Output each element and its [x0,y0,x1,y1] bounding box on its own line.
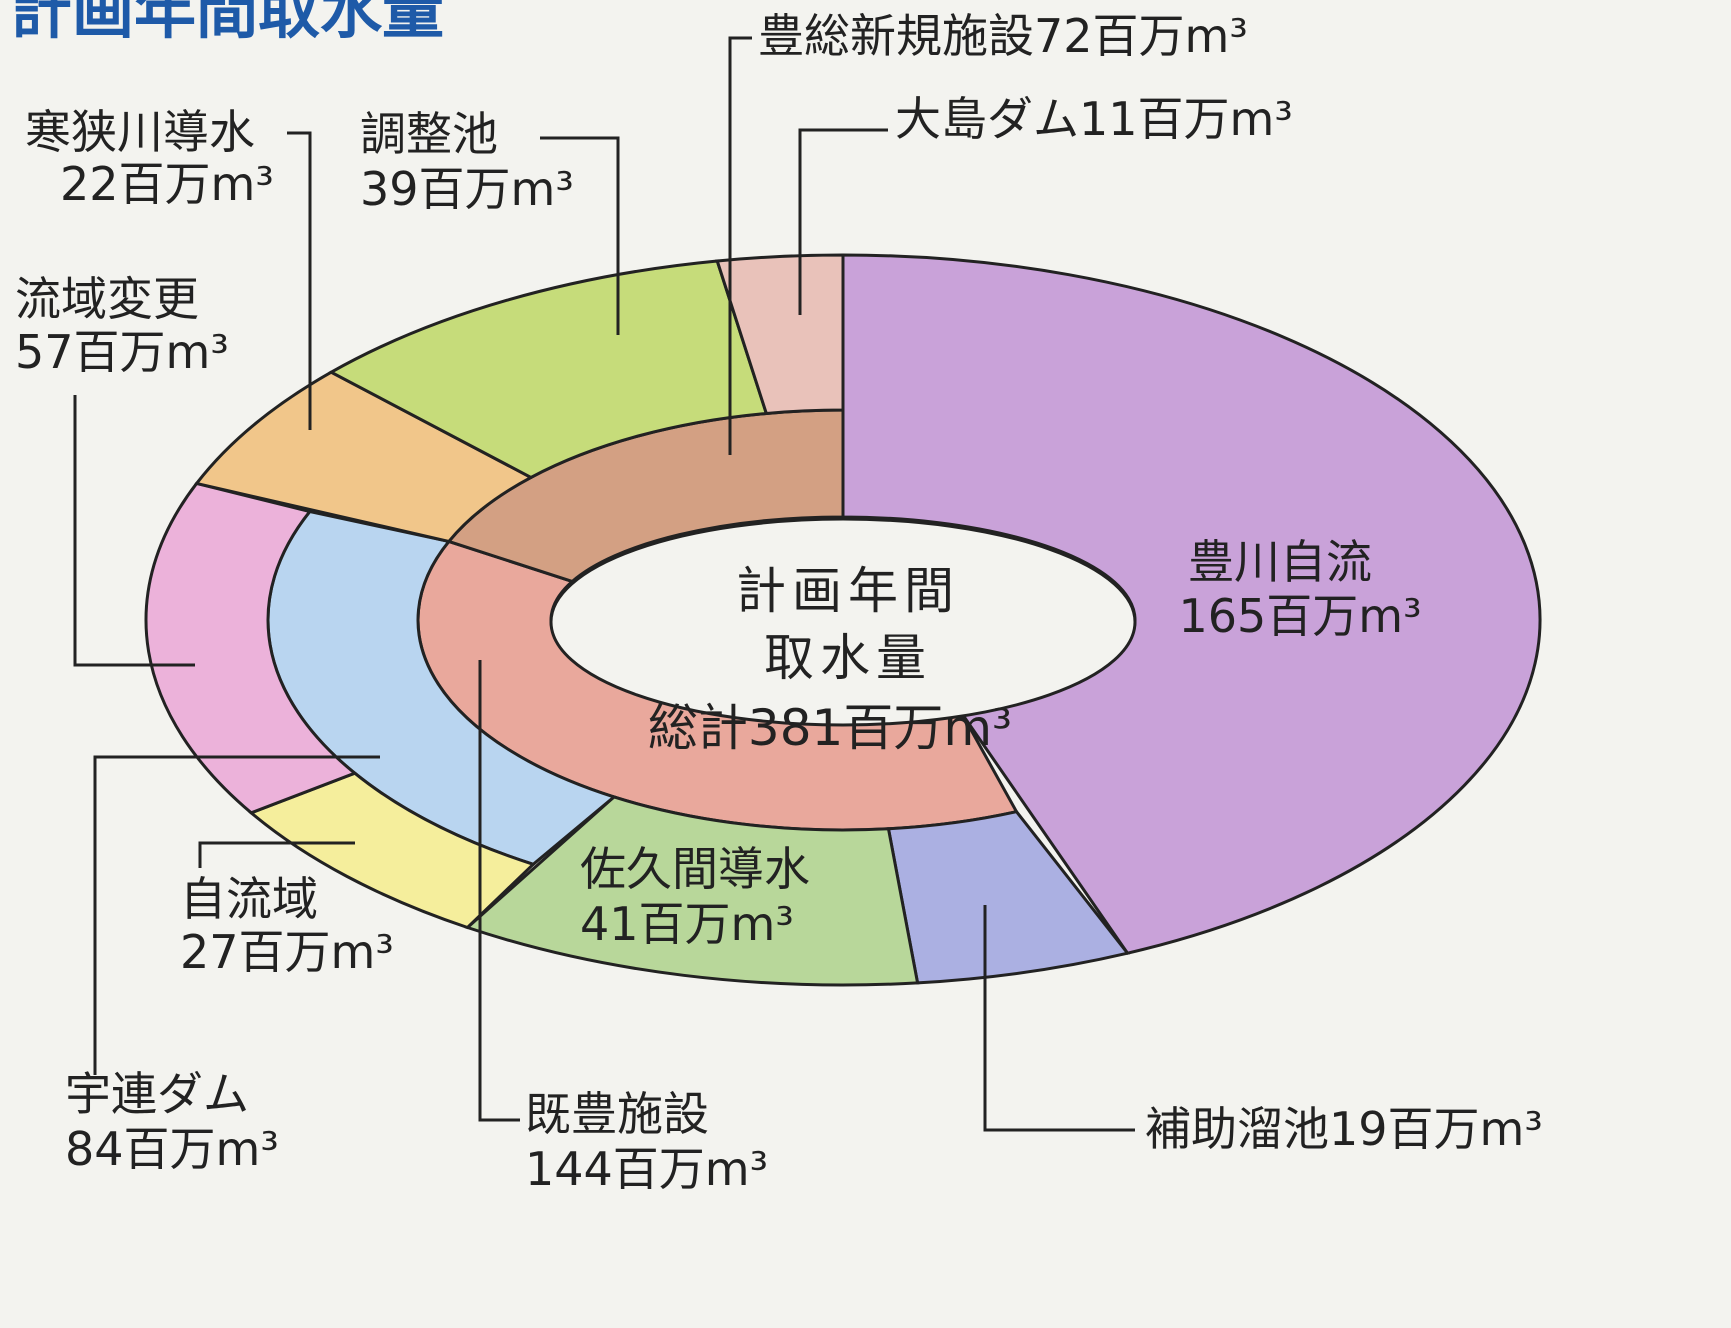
segment-name: 宇連ダム [65,1067,249,1121]
segment-value: 22百万m³ [60,157,274,211]
segment-label: 大島ダム11百万m³ [895,92,1293,146]
ring-segment [715,253,845,416]
segment-name: 豊総新規施設 [758,9,1034,63]
ring-segment [328,259,769,480]
segment-name: 大島ダム [895,92,1079,146]
segment-value: 72百万m³ [1034,9,1248,63]
leader-line [478,660,520,1122]
leader-line [983,905,1135,1132]
ring-segment [841,253,1542,955]
segment-value: 165百万m³ [1178,589,1421,643]
segment-name: 佐久間導水 [580,842,810,896]
segment-value: 27百万m³ [180,925,394,979]
segment-label: 補助溜池19百万m³ [1145,1102,1543,1156]
segment-label: 豊総新規施設72百万m³ [758,9,1248,63]
center-label: 計画年間 [736,562,960,620]
segment-name: 寒狭川導水 [25,105,255,159]
center-total: 総計381百万m³ [648,699,1012,757]
segment-name: 補助溜池 [1145,1102,1329,1156]
segment-name: 豊川自流 [1188,535,1372,589]
ring-segment [464,795,920,987]
segment-value: 39百万m³ [360,162,574,216]
leader-line [540,136,620,335]
leader-line [73,395,195,667]
segment-name: 既豊施設 [525,1087,709,1141]
leader-line [93,755,380,1075]
segment-value: 41百万m³ [580,897,794,951]
segment-value: 144百万m³ [525,1142,768,1196]
chart-title: 計画年間取水量 [10,0,444,47]
leader-line [287,131,312,430]
segment-name: 流域変更 [15,272,199,326]
leader-line [798,128,888,315]
segment-value: 57百万m³ [15,325,229,379]
center-label: 取水量 [764,629,932,687]
segment-value: 11百万m³ [1079,92,1293,146]
segment-value: 19百万m³ [1329,1102,1543,1156]
segment-value: 84百万m³ [65,1122,279,1176]
leader-line [728,36,752,455]
segment-name: 自流域 [180,872,318,926]
center-hole [549,517,1137,727]
segment-name: 調整池 [360,107,498,161]
rings [144,253,1542,987]
leader-line [198,841,355,868]
